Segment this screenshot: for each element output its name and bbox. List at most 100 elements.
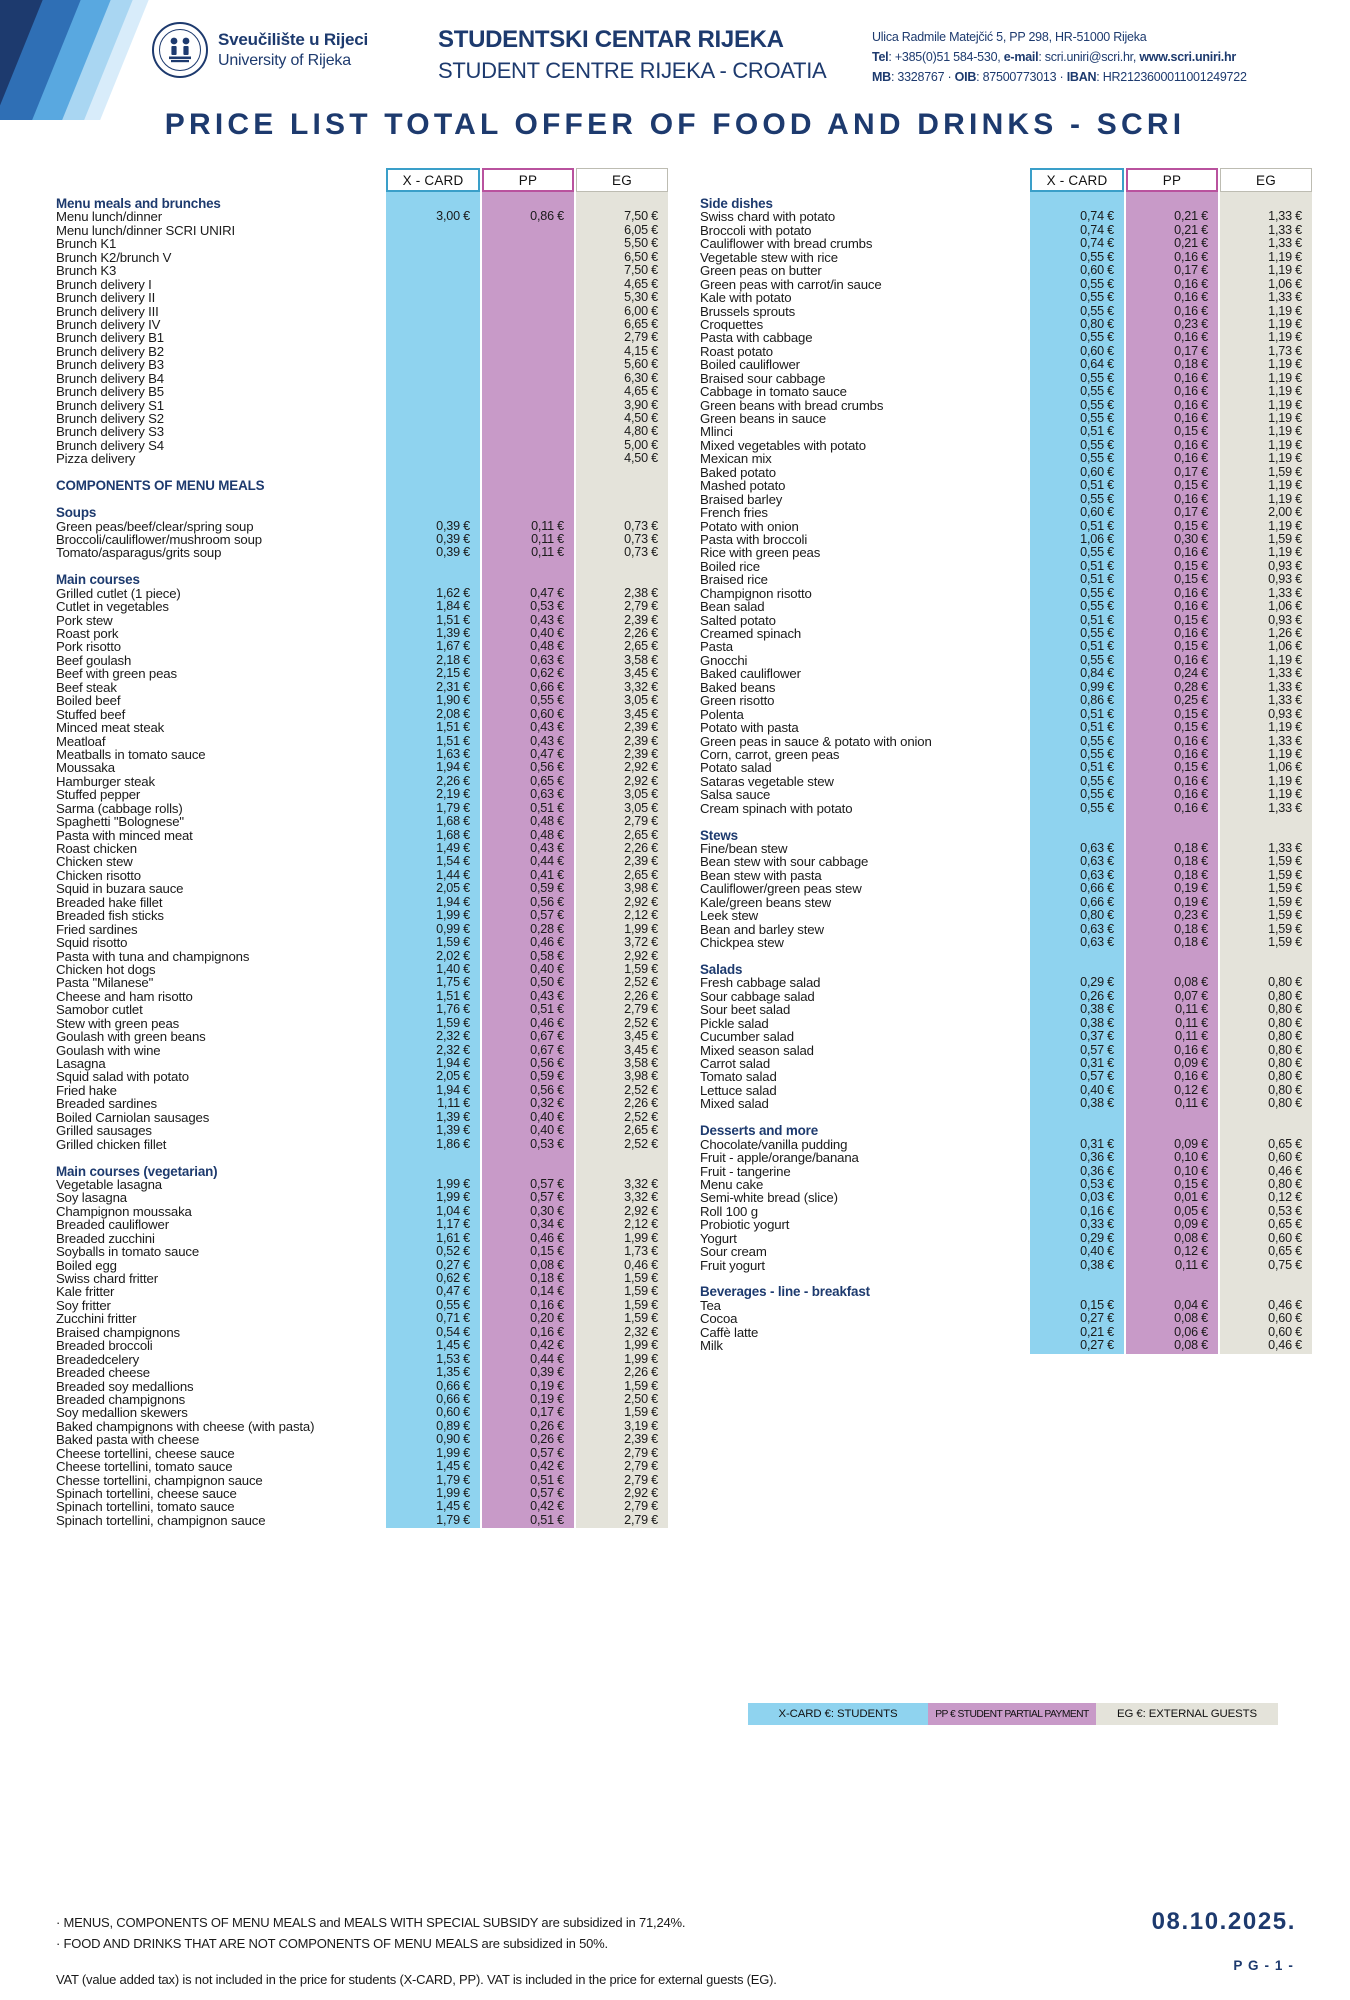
price-eg: 2,26 €	[624, 626, 658, 640]
section-heading-label: Side dishes	[700, 196, 773, 211]
price-eg: 0,73 €	[624, 531, 658, 546]
price-x-card: 0,55 €	[1080, 276, 1114, 291]
price-pp: 0,62 €	[530, 666, 564, 681]
price-x-card: 0,55 €	[436, 1297, 470, 1312]
price-pp: 0,48 €	[530, 639, 564, 654]
university-logo-block: Sveučilište u Rijeci University of Rijek…	[152, 22, 368, 78]
item-name: Pasta with cabbage	[700, 330, 813, 346]
price-eg: 5,00 €	[624, 437, 658, 452]
price-x-card: 0,55 €	[1080, 411, 1114, 425]
section-heading-label: Main courses	[56, 572, 140, 588]
price-eg: 1,19 €	[1268, 397, 1302, 412]
item-name: Green peas on butter	[700, 263, 822, 279]
price-x-card: 0,60 €	[1080, 505, 1114, 520]
item-name: Swiss chard with potato	[700, 209, 836, 225]
price-x-card: 1,90 €	[436, 693, 470, 708]
item-name: Pasta with tuna and champignons	[56, 948, 250, 964]
price-x-card: 1,40 €	[436, 961, 470, 976]
price-eg: 2,26 €	[624, 1096, 658, 1111]
price-eg: 1,33 €	[1268, 236, 1302, 251]
section-heading: Side dishes	[700, 196, 1300, 211]
price-pp: 0,16 €	[1174, 491, 1208, 506]
price-x-card: 1,86 €	[436, 1136, 470, 1151]
spacer-row	[56, 494, 656, 507]
price-pp: 0,51 €	[530, 1002, 564, 1017]
price-pp: 0,48 €	[530, 814, 564, 829]
price-pp: 0,43 €	[530, 612, 564, 627]
price-pp: 0,16 €	[1174, 626, 1208, 640]
item-name: Boiled Carniolan sausages	[56, 1109, 210, 1125]
table-row: Stuffed beef 2,08 € 0,60 € 3,45 €	[56, 707, 658, 722]
table-row: Stew with green peas 1,59 € 0,46 € 2,52 €	[56, 1016, 658, 1031]
price-pp: 0,15 €	[1174, 572, 1208, 587]
price-pp: 0,08 €	[1174, 1230, 1208, 1245]
table-row: Green beans in sauce 0,55 € 0,16 € 1,19 €	[700, 411, 1302, 426]
price-x-card: 0,71 €	[436, 1311, 470, 1326]
item-name: Mixed season salad	[700, 1042, 814, 1058]
price-eg: 0,46 €	[1268, 1338, 1302, 1353]
table-row: Mixed season salad 0,57 € 0,16 € 0,80 €	[700, 1042, 1302, 1058]
item-name: Boiled cauliflower	[700, 357, 800, 373]
price-x-card: 1,75 €	[436, 975, 470, 990]
item-name: Moussaka	[56, 760, 115, 776]
table-row: Mlinci 0,51 € 0,15 € 1,19 €	[700, 425, 1302, 439]
price-x-card: 2,32 €	[436, 1042, 470, 1057]
table-row: Beef steak 2,31 € 0,66 € 3,32 €	[56, 680, 658, 695]
table-row: Boiled egg 0,27 € 0,08 € 0,46 €	[56, 1258, 658, 1273]
item-name: Green peas in sauce & potato with onion	[700, 733, 932, 749]
price-eg: 1,59 €	[624, 1271, 658, 1285]
price-x-card: 0,51 €	[1080, 478, 1114, 493]
price-pp: 0,42 €	[530, 1499, 564, 1514]
item-name: Croquettes	[700, 316, 764, 332]
table-row: Carrot salad 0,31 € 0,09 € 0,80 €	[700, 1056, 1302, 1071]
table-row: Breaded sardines 1,11 € 0,32 € 2,26 €	[56, 1096, 658, 1111]
table-row: Zucchini fritter 0,71 € 0,20 € 1,59 €	[56, 1311, 658, 1326]
price-eg: 1,73 €	[1268, 343, 1302, 358]
price-eg: 1,59 €	[624, 1378, 658, 1393]
table-row: Salsa sauce 0,55 € 0,16 € 1,19 €	[700, 787, 1302, 802]
table-row: Meatloaf 1,51 € 0,43 € 2,39 €	[56, 734, 658, 749]
item-name: Mashed potato	[700, 478, 786, 494]
item-name: Grilled chicken fillet	[56, 1136, 167, 1152]
item-name: Fried hake	[56, 1082, 117, 1098]
table-row: Spinach tortellini, champignon sauce 1,79…	[56, 1513, 658, 1528]
item-name: Goulash with green beans	[56, 1029, 206, 1045]
price-x-card: 0,29 €	[1080, 1230, 1114, 1245]
price-x-card: 2,02 €	[436, 948, 470, 963]
price-pp: 0,16 €	[1174, 545, 1208, 560]
price-eg: 1,33 €	[1268, 679, 1302, 694]
table-row: Green beans with bread crumbs 0,55 € 0,16 …	[700, 398, 1302, 413]
price-pp: 0,16 €	[1174, 652, 1208, 667]
price-pp: 0,09 €	[1174, 1217, 1208, 1232]
price-eg: 0,93 €	[1268, 572, 1302, 587]
table-row: Soy medallion skewers 0,60 € 0,17 € 1,59 €	[56, 1405, 658, 1420]
item-name: Gnocchi	[700, 652, 748, 668]
price-eg: 1,19 €	[1268, 384, 1302, 399]
header-eg: EG	[1220, 168, 1312, 192]
price-x-card: 0,31 €	[1080, 1056, 1114, 1070]
table-row: Potato with onion 0,51 € 0,15 € 1,19 €	[700, 519, 1302, 534]
table-row: Stuffed pepper 2,19 € 0,63 € 3,05 €	[56, 787, 658, 802]
price-x-card: 1,61 €	[436, 1230, 470, 1245]
item-name: Chicken risotto	[56, 867, 141, 883]
table-row: Chocolate/vanilla pudding 0,31 € 0,09 € 0,6…	[700, 1137, 1302, 1152]
table-row: Spinach tortellini, tomato sauce 1,45 € 0,…	[56, 1499, 658, 1514]
price-x-card: 1,84 €	[436, 599, 470, 614]
price-x-card: 1,79 €	[436, 800, 470, 815]
table-row: Pasta with tuna and champignons 2,02 € 0,5…	[56, 948, 658, 964]
item-name: Grilled sausages	[56, 1123, 152, 1139]
table-row: Leek stew 0,80 € 0,23 € 1,59 €	[700, 908, 1302, 923]
price-eg: 2,65 €	[624, 1123, 658, 1138]
table-row: Minced meat steak 1,51 € 0,43 € 2,39 €	[56, 720, 658, 735]
price-x-card: 0,51 €	[1080, 612, 1114, 627]
column-headers-right: X - CARD PP EG	[700, 168, 1312, 192]
price-x-card: 0,27 €	[1080, 1311, 1114, 1326]
item-name: Roll 100 g	[700, 1203, 758, 1219]
table-row: Kale with potato 0,55 € 0,16 € 1,33 €	[700, 290, 1302, 305]
price-pp: 0,15 €	[1174, 478, 1208, 493]
table-row: Cream spinach with potato 0,55 € 0,16 € 1,3…	[700, 801, 1302, 816]
item-name: Green peas/beef/clear/spring soup	[56, 518, 254, 534]
price-pp: 0,18 €	[1174, 854, 1208, 869]
item-name: Beef goulash	[56, 652, 132, 668]
website-value[interactable]: www.scri.uniri.hr	[1139, 49, 1237, 64]
